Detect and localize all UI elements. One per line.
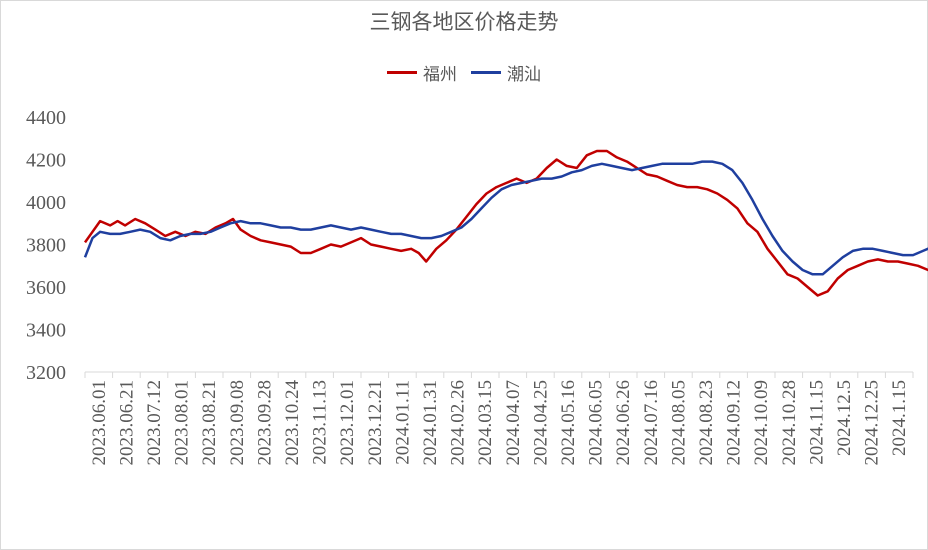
x-tick-label: 2024.04.07 [503,380,524,466]
x-tick-label: 2024.07.16 [641,380,662,466]
y-tick-label: 3800 [26,235,66,257]
x-tick-label: 2024.10.09 [751,380,772,466]
legend-swatch-fuzhou [387,71,417,74]
x-tick-label: 2024.08.05 [668,380,689,466]
x-tick-label: 2024.04.25 [530,380,551,466]
legend-item-fuzhou: 福州 [387,60,457,85]
legend-item-chaoshan: 潮汕 [471,60,541,85]
series-line-fuzhou [83,149,928,297]
x-tick-label: 2024.09.12 [724,380,745,466]
x-tick-label: 2024.10.28 [779,380,800,466]
x-tick-label: 2024.05.16 [558,380,579,466]
x-tick-label: 2024.08.23 [696,380,717,466]
x-tick-label: 2023.08.01 [172,380,193,466]
x-tick-label: 2023.12.21 [365,380,386,466]
chart-title: 三钢各地区价格走势 [369,10,559,34]
series-line-chaoshan [83,160,928,276]
y-tick-label: 3400 [26,320,66,342]
x-tick-label: 2023.11.13 [310,380,331,465]
x-tick-label: 2023.12.01 [337,380,358,466]
x-tick-label: 2023.09.28 [254,380,275,466]
x-tick-label: 2024.12.5 [834,380,855,456]
x-tick-label: 2023.10.24 [282,380,303,466]
legend-swatch-chaoshan [471,71,501,74]
legend: 福州 潮汕 [0,60,928,85]
x-tick-label: 2024.1.15 [889,380,910,456]
x-tick-label: 2023.06.21 [116,380,137,466]
x-tick-label: 2023.06.01 [89,380,110,466]
x-tick-label: 2023.07.12 [144,380,165,466]
x-tick-label: 2023.08.21 [199,380,220,466]
y-tick-label: 3600 [26,277,66,299]
x-tick-label: 2024.01.11 [392,380,413,465]
legend-label-chaoshan: 潮汕 [507,65,541,85]
x-tick-label: 2024.01.31 [420,380,441,466]
x-tick-label: 2024.02.26 [448,380,469,466]
y-tick-label: 4400 [26,107,66,129]
x-tick-label: 2024.11.15 [806,380,827,465]
x-tick-label: 2024.12.25 [862,380,883,466]
x-tick-label: 2024.03.15 [475,380,496,466]
y-tick-label: 3200 [26,362,66,384]
x-tick-label: 2023.09.08 [227,380,248,466]
x-tick-label: 2024.06.26 [613,380,634,466]
y-tick-label: 4200 [26,150,66,172]
y-tick-label: 4000 [26,192,66,214]
x-tick-label: 2024.06.05 [586,380,607,466]
legend-label-fuzhou: 福州 [423,65,457,85]
